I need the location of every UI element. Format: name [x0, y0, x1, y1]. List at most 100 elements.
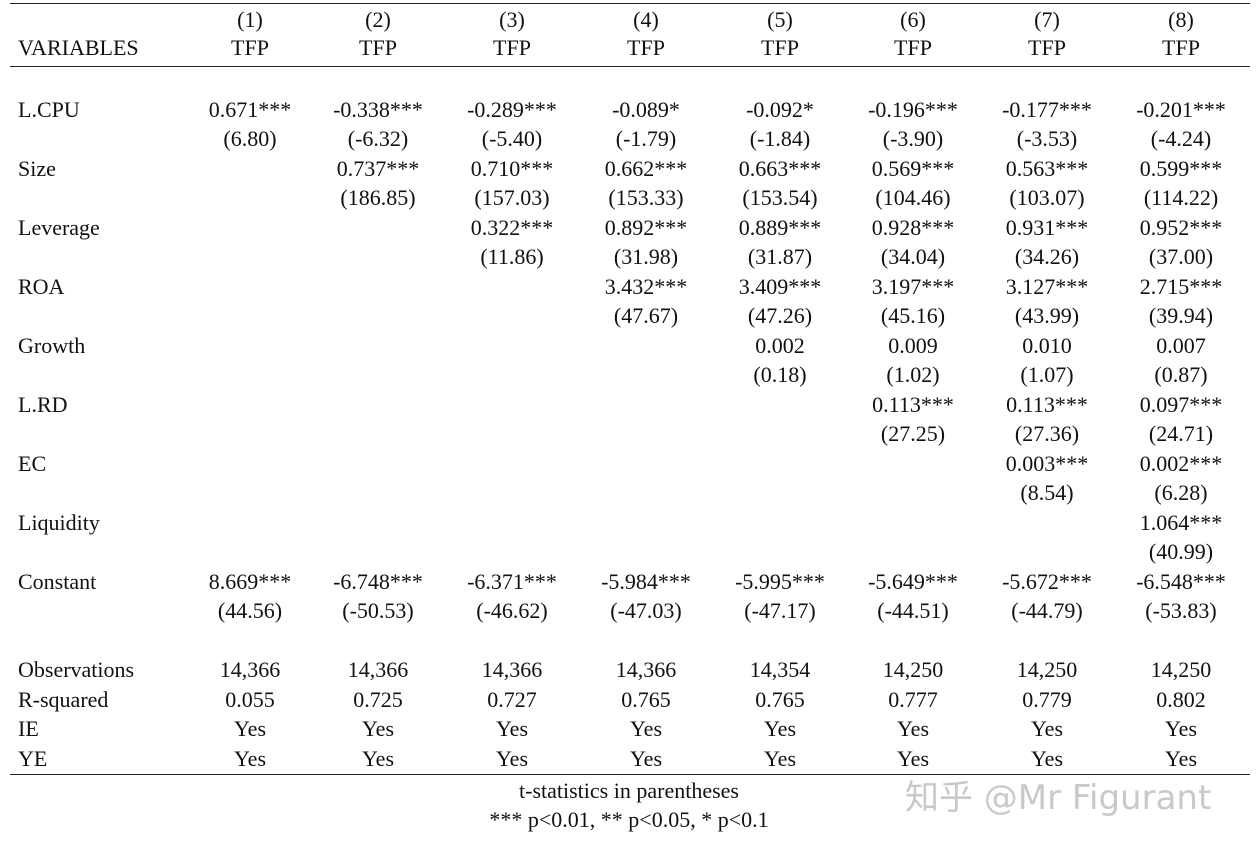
dependent-variable: TFP	[1028, 35, 1066, 60]
column-number: (1)	[237, 7, 263, 32]
stat-name: YE	[18, 745, 48, 771]
t-statistic: (-3.90)	[882, 126, 944, 151]
variable-name: L.RD	[18, 392, 68, 417]
coefficient: 0.737***	[336, 156, 420, 181]
t-statistic: (0.18)	[753, 362, 807, 387]
header-rule	[10, 66, 1250, 67]
coefficient: -5.995***	[735, 569, 825, 594]
stat-name: Observations	[18, 657, 135, 682]
t-statistic: (-6.32)	[347, 126, 409, 151]
t-statistic: (24.71)	[1148, 421, 1214, 446]
variable-name: Constant	[18, 569, 97, 594]
coefficient: 0.563***	[1005, 156, 1089, 181]
coefficient: -0.289***	[467, 97, 557, 122]
coefficient: 0.007	[1156, 333, 1206, 358]
t-statistic: (40.99)	[1148, 539, 1214, 564]
t-statistic: (-53.83)	[1145, 598, 1217, 623]
coefficient: 3.197***	[871, 274, 955, 299]
dependent-variable: TFP	[894, 35, 932, 60]
variable-name: Liquidity	[18, 510, 100, 535]
t-statistic: (-4.24)	[1150, 126, 1212, 151]
t-statistic: (-46.62)	[476, 598, 548, 623]
variable-name: ROA	[18, 274, 65, 299]
dependent-variable: TFP	[1162, 35, 1200, 60]
coefficient: 0.003***	[1005, 451, 1089, 476]
t-statistic: (-5.40)	[481, 126, 543, 151]
coefficient: -0.196***	[868, 97, 958, 122]
stat-value: 14,250	[1016, 657, 1078, 682]
coefficient: 8.669***	[208, 569, 292, 594]
t-statistic: (31.87)	[747, 244, 813, 269]
t-statistic: (47.26)	[747, 303, 813, 328]
stat-value: 14,366	[219, 657, 281, 682]
column-number: (4)	[633, 7, 659, 32]
coefficient: 0.710***	[470, 156, 554, 181]
t-statistic: (37.00)	[1148, 244, 1214, 269]
t-statistic: (0.87)	[1154, 362, 1208, 387]
coefficient: -0.089*	[612, 97, 680, 122]
t-statistic: (114.22)	[1143, 185, 1219, 210]
t-statistic: (1.02)	[886, 362, 940, 387]
stat-name: IE	[18, 716, 39, 741]
t-statistic: (186.85)	[340, 185, 416, 210]
t-statistic: (39.94)	[1148, 303, 1214, 328]
stat-value: 14,250	[1150, 657, 1212, 682]
coefficient: -0.092*	[746, 97, 814, 122]
coefficient: 0.097***	[1139, 392, 1223, 417]
t-statistic: (157.03)	[474, 185, 550, 210]
t-statistic: (8.54)	[1020, 480, 1074, 505]
stat-value: Yes	[1164, 716, 1198, 741]
column-number: (8)	[1168, 7, 1194, 32]
variables-label: VARIABLES	[18, 35, 139, 60]
t-statistic: (27.25)	[880, 421, 946, 446]
stat-value: Yes	[763, 745, 797, 771]
stat-value: 14,250	[882, 657, 944, 682]
stat-value: 14,366	[481, 657, 543, 682]
coefficient: 0.663***	[738, 156, 822, 181]
coefficient: 0.892***	[604, 215, 688, 240]
stat-value: Yes	[1164, 745, 1198, 771]
stat-value: 0.777	[888, 686, 938, 712]
t-statistic: (31.98)	[613, 244, 679, 269]
coefficient: 3.127***	[1005, 274, 1089, 299]
stat-value: Yes	[896, 716, 930, 741]
coefficient: 0.662***	[604, 156, 688, 181]
coefficient: -6.548***	[1136, 569, 1226, 594]
stat-value: Yes	[1030, 716, 1064, 741]
coefficient: -0.201***	[1136, 97, 1226, 122]
column-number: (6)	[900, 7, 926, 32]
stat-value: Yes	[495, 745, 529, 771]
t-statistic: (-44.79)	[1011, 598, 1083, 623]
coefficient: -6.371***	[467, 569, 557, 594]
variable-name: Leverage	[18, 215, 100, 240]
stat-value: 0.765	[621, 686, 671, 712]
coefficient: 0.671***	[208, 97, 292, 122]
coefficient: 0.928***	[871, 215, 955, 240]
dependent-variable: TFP	[359, 35, 397, 60]
stat-value: 14,366	[615, 657, 677, 682]
coefficient: 0.569***	[871, 156, 955, 181]
stat-value: 0.802	[1156, 686, 1206, 712]
coefficient: 2.715***	[1139, 274, 1223, 299]
t-statistic: (6.28)	[1154, 480, 1208, 505]
coefficient: -0.338***	[333, 97, 423, 122]
t-statistic: (45.16)	[880, 303, 946, 328]
coefficient: 0.113***	[872, 392, 954, 417]
t-statistic: (-47.03)	[610, 598, 682, 623]
coefficient: 3.409***	[738, 274, 822, 299]
stat-value: 0.055	[225, 686, 275, 712]
coefficient: 0.931***	[1005, 215, 1089, 240]
coefficient: 0.002***	[1139, 451, 1223, 476]
top-rule	[10, 3, 1250, 4]
stat-value: 0.727	[487, 686, 537, 712]
dependent-variable: TFP	[761, 35, 799, 60]
stat-value: 0.765	[755, 686, 805, 712]
t-statistic: (-50.53)	[342, 598, 414, 623]
coefficient: 0.322***	[470, 215, 554, 240]
t-statistic: (-1.84)	[749, 126, 811, 151]
dependent-variable: TFP	[231, 35, 269, 60]
stat-value: Yes	[763, 716, 797, 741]
stat-value: 0.779	[1022, 686, 1072, 712]
t-statistic: (47.67)	[613, 303, 679, 328]
